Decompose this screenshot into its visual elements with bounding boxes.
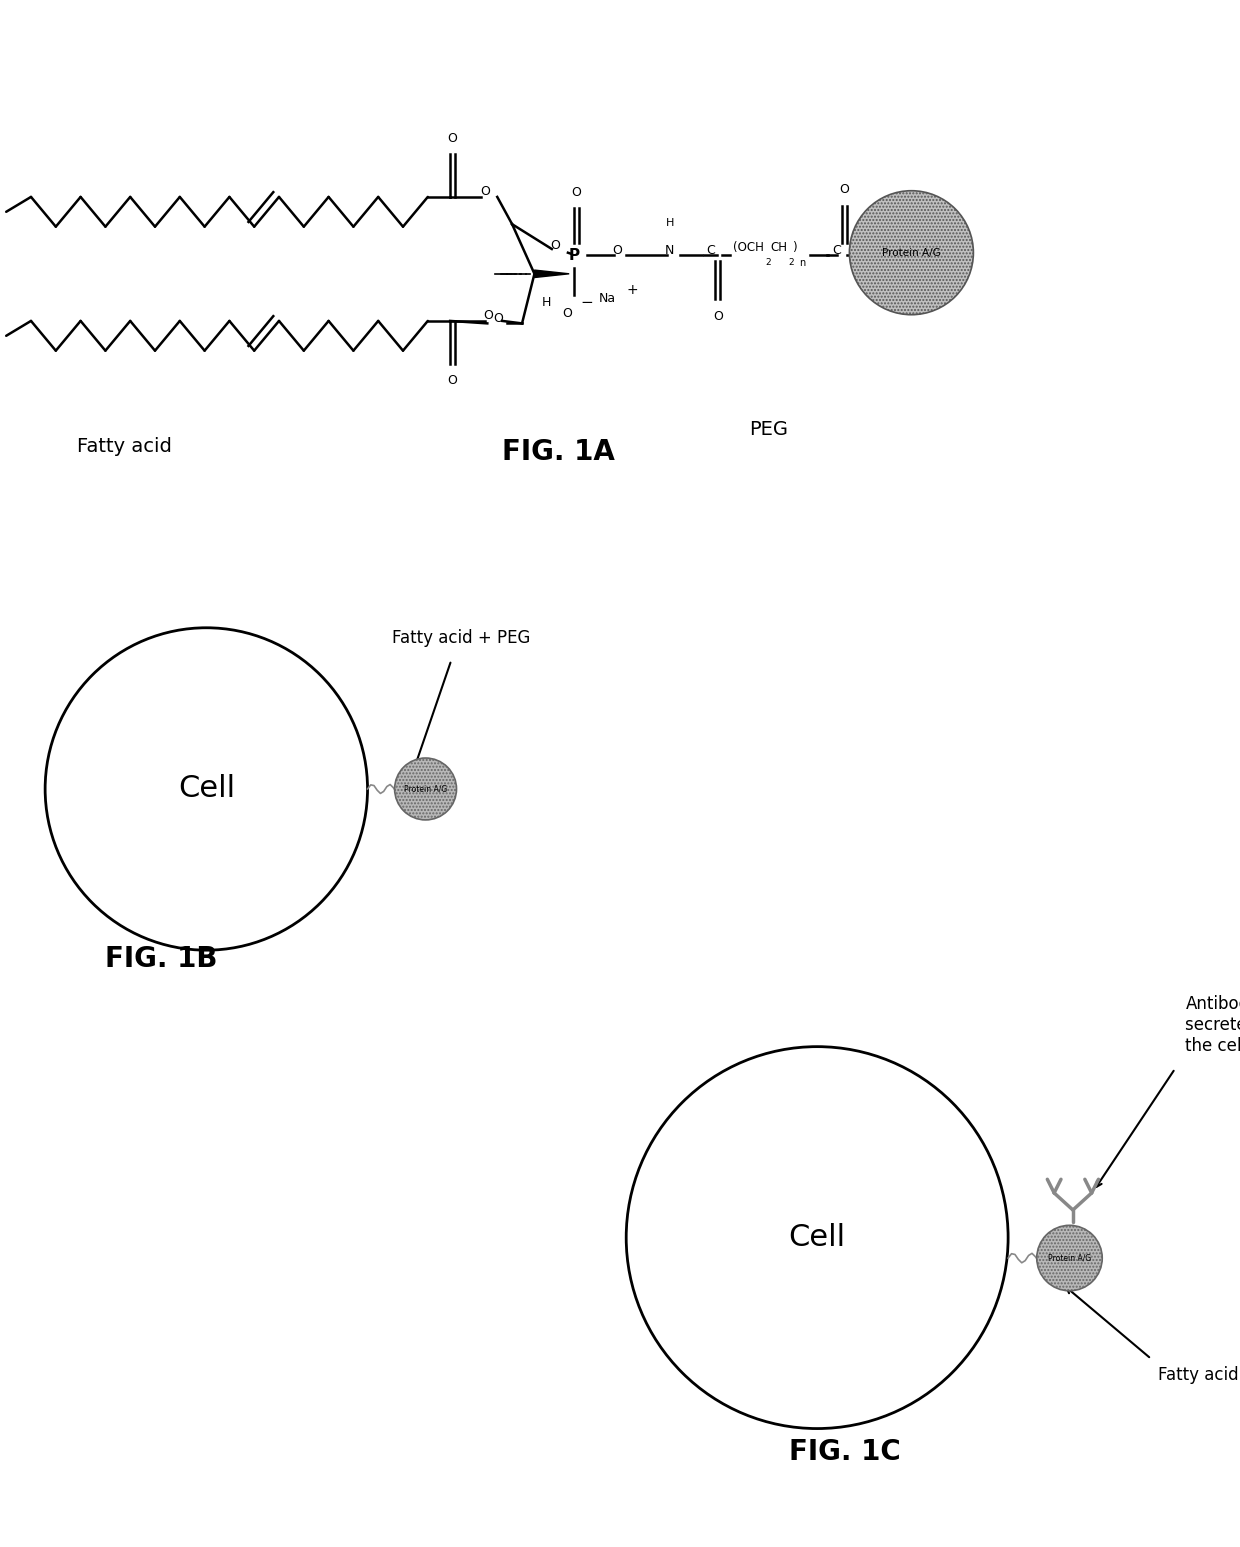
Text: CH: CH	[770, 241, 787, 254]
Circle shape	[45, 628, 367, 950]
Text: Fatty acid + PEG: Fatty acid + PEG	[1158, 1366, 1240, 1385]
Text: O: O	[613, 244, 622, 257]
Text: Antibody
secreted from
the cell: Antibody secreted from the cell	[1185, 995, 1240, 1055]
Text: 2: 2	[789, 258, 794, 268]
Text: (OCH: (OCH	[733, 241, 764, 254]
Text: O: O	[551, 238, 560, 252]
Text: Na: Na	[599, 292, 616, 305]
Text: O: O	[562, 308, 572, 320]
Text: ): )	[792, 241, 797, 254]
Text: +: +	[626, 283, 637, 297]
Polygon shape	[534, 271, 569, 277]
Text: PEG: PEG	[749, 421, 789, 439]
Text: O: O	[448, 374, 458, 387]
Text: P: P	[569, 248, 579, 263]
Text: FIG. 1B: FIG. 1B	[105, 945, 217, 973]
Text: Fatty acid: Fatty acid	[77, 438, 171, 456]
Text: H: H	[666, 218, 673, 227]
Text: 2: 2	[766, 258, 771, 268]
Text: Protein A/G: Protein A/G	[404, 784, 448, 794]
Text: O: O	[572, 186, 582, 200]
Text: N: N	[665, 244, 675, 257]
Circle shape	[1037, 1225, 1102, 1290]
Text: O: O	[839, 183, 849, 195]
Circle shape	[394, 758, 456, 820]
Text: C: C	[706, 244, 715, 257]
Text: O: O	[713, 309, 723, 323]
Text: H: H	[542, 295, 552, 309]
Text: Protein A/G: Protein A/G	[882, 248, 941, 258]
Text: H: H	[858, 218, 866, 227]
Circle shape	[626, 1047, 1008, 1428]
Text: Cell: Cell	[789, 1224, 846, 1252]
Text: Fatty acid + PEG: Fatty acid + PEG	[392, 630, 531, 647]
Text: N: N	[862, 244, 872, 257]
Text: n: n	[800, 258, 806, 268]
Text: FIG. 1A: FIG. 1A	[501, 438, 615, 466]
Text: O: O	[480, 186, 490, 198]
Text: −: −	[580, 295, 593, 309]
Text: O: O	[448, 131, 458, 145]
Text: O: O	[494, 312, 503, 325]
Text: FIG. 1C: FIG. 1C	[789, 1439, 900, 1467]
Text: C: C	[832, 244, 842, 257]
Text: O: O	[484, 309, 494, 322]
Text: Cell: Cell	[177, 775, 234, 803]
Circle shape	[849, 190, 973, 314]
Text: Protein A/G: Protein A/G	[1048, 1253, 1091, 1262]
